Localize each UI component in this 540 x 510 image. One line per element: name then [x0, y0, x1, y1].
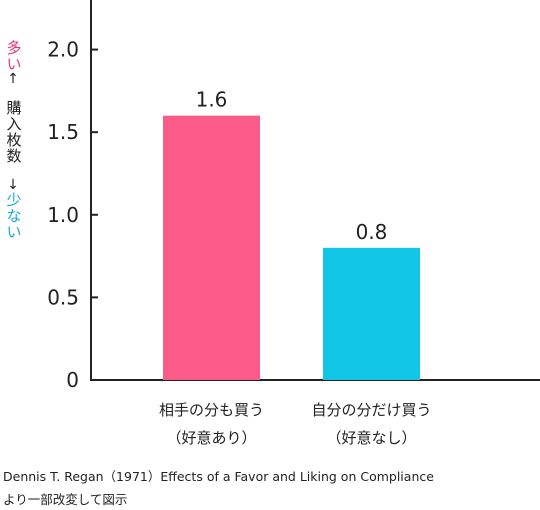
x-tick-label: 相手の分も買う: [159, 401, 264, 419]
x-tick-sublabel: （好意あり）: [166, 429, 256, 447]
y-axis-label: 多い ↑ 購入枚数 ↓ 少ない: [0, 40, 26, 240]
bar-value-label: 1.6: [196, 88, 228, 112]
y-label-bottom-word: 少ない: [4, 192, 23, 240]
bar-value-label: 0.8: [356, 220, 388, 244]
y-label-middle: 購入枚数: [4, 100, 23, 164]
bar-chart: 0 0.5 1.0 1.5 2.0 1.6 相手の分も買う （好意あり） 0.8 自分の分だけ買う…: [47, 0, 540, 447]
bar-2: [323, 247, 420, 380]
y-tick-label: 0.5: [47, 285, 79, 309]
down-arrow-icon: ↓: [7, 177, 19, 193]
source-caption: Dennis T. Regan（1971）Effects of a Favor …: [3, 469, 434, 484]
y-tick-label: 1.5: [47, 120, 79, 144]
source-caption-note: より一部改変して図示: [3, 492, 128, 507]
y-tick-label: 2.0: [47, 38, 79, 62]
x-tick-sublabel: （好意なし）: [326, 429, 416, 447]
y-tick-label: 1.0: [47, 203, 79, 227]
x-tick-label: 自分の分だけ買う: [311, 401, 431, 419]
y-tick-label: 0: [66, 368, 79, 392]
up-arrow-icon: ↑: [7, 71, 19, 87]
y-label-top-word: 多い: [4, 40, 23, 72]
bar-1: [163, 115, 260, 381]
